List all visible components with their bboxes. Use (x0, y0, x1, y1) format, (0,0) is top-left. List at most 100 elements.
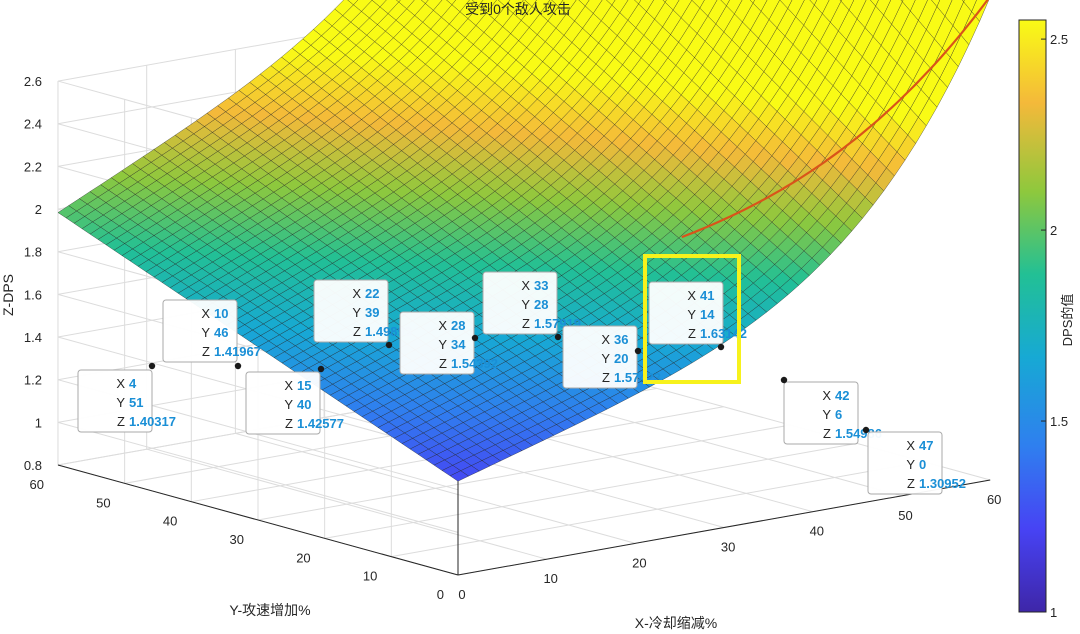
datatip-key: Z (602, 370, 610, 385)
datatip-value: 1.63142 (700, 326, 747, 341)
datatip-key: Z (285, 416, 293, 431)
datatip-key: Y (521, 297, 530, 312)
datatip-marker (780, 376, 788, 384)
datatip[interactable]: X 28 Y 34 Z 1.54392 (399, 311, 498, 375)
datatip-key: Z (439, 356, 447, 371)
datatip-key: Y (116, 395, 125, 410)
datatip-marker (148, 362, 156, 370)
y-tick-label: 10 (363, 569, 377, 584)
y-tick-label: 30 (230, 532, 244, 547)
datatip-marker (471, 334, 479, 342)
x-tick-label: 20 (632, 555, 646, 570)
datatip-key: Z (353, 324, 361, 339)
datatip[interactable]: X 33Y 28Z 1.57919 (482, 271, 581, 341)
datatip-value: 39 (365, 305, 379, 320)
y-tick-label: 20 (296, 550, 310, 565)
datatip-key: X (906, 438, 915, 453)
datatip-value: 1.42577 (297, 416, 344, 431)
y-tick-label: 0 (437, 587, 444, 602)
datatip-value: 28 (534, 297, 548, 312)
datatip-value: 47 (919, 438, 933, 453)
datatip-marker (862, 426, 870, 434)
datatip-value: 41 (700, 288, 714, 303)
x-tick-label: 0 (458, 587, 465, 602)
y-tick-label: 40 (163, 514, 177, 529)
datatip-value: 34 (451, 337, 466, 352)
colorbar-tick-label: 1.5 (1050, 414, 1068, 429)
datatip-value: 42 (835, 388, 849, 403)
datatip[interactable]: X 47 Y 0Z 1.30952 (862, 426, 966, 495)
datatip[interactable]: X 22Y 39Z 1.49893 (313, 279, 412, 349)
datatip[interactable]: X 15 Y 40 Z 1.42577 (245, 365, 344, 435)
ridge-line (681, 0, 989, 239)
colorbar-gradient (1018, 19, 1047, 613)
x-tick-label: 10 (543, 571, 557, 586)
datatip-key: Y (352, 305, 361, 320)
datatip[interactable]: X 10 Y 46 Z 1.41967 (162, 299, 261, 370)
datatip-key: Z (907, 476, 915, 491)
datatip-value: 0 (919, 457, 926, 472)
z-tick-label: 1.8 (24, 245, 42, 260)
colorbar-label: DPS的值 (1060, 294, 1075, 347)
datatip-value: 51 (129, 395, 143, 410)
datatip-key: X (201, 306, 210, 321)
datatip-value: 46 (214, 325, 228, 340)
datatip-key: Y (601, 351, 610, 366)
x-axis-label: X-冷却缩减% (635, 615, 717, 631)
datatip[interactable]: X 41 Y 14 Z 1.63142 (648, 281, 747, 351)
datatip-value: 40 (297, 397, 311, 412)
datatip-value: 10 (214, 306, 228, 321)
z-tick-label: 1.4 (24, 330, 42, 345)
datatip-key: X (438, 318, 447, 333)
surface-cell (395, 0, 401, 3)
z-tick-label: 2.2 (24, 159, 42, 174)
colorbar-tick-label: 1 (1050, 605, 1057, 620)
x-tick-label: 40 (810, 524, 824, 539)
datatip-value: 36 (614, 332, 628, 347)
y-tick-label: 60 (30, 477, 44, 492)
datatip-value: 20 (614, 351, 628, 366)
datatip-value: 33 (534, 278, 548, 293)
surface-cell (749, 0, 755, 4)
datatip-key: X (352, 286, 361, 301)
y-axis-label: Y-攻速增加% (229, 602, 310, 618)
datatip-key: Z (522, 316, 530, 331)
datatip-value: 1.54392 (451, 356, 498, 371)
z-tick-label: 2.6 (24, 74, 42, 89)
axis-ticks: 0.811.21.41.61.822.22.42.601020304050600… (24, 74, 1002, 602)
x-tick-label: 30 (721, 540, 735, 555)
datatip-value: 1.30952 (919, 476, 966, 491)
y-tick-label: 50 (96, 495, 110, 510)
z-axis-label: Z-DPS (0, 274, 16, 316)
datatip-value: 14 (700, 307, 715, 322)
datatip-key: Z (202, 344, 210, 359)
datatip-key: Y (201, 325, 210, 340)
datatip[interactable]: X 36Y 20Z 1.57423 (562, 325, 661, 389)
datatip-key: Z (117, 414, 125, 429)
datatip-marker (554, 333, 562, 341)
datatip-key: Y (906, 457, 915, 472)
datatip-marker (717, 343, 725, 351)
datatip[interactable]: X 42Y 6Z 1.54986 (780, 376, 882, 445)
datatip-key: Y (687, 307, 696, 322)
ridge-curve (681, 0, 989, 239)
datatip-key: Z (823, 426, 831, 441)
x-tick-label: 60 (987, 492, 1001, 507)
chart-title: 受到0个敌人攻击 (465, 1, 571, 17)
x-tick-label: 50 (898, 508, 912, 523)
z-tick-label: 2.4 (24, 117, 42, 132)
z-tick-label: 1.6 (24, 287, 42, 302)
surface-cell (420, 0, 429, 4)
datatip-key: Z (688, 326, 696, 341)
z-tick-label: 1.2 (24, 373, 42, 388)
datatip[interactable]: X 4Y 51 Z 1.40317 (77, 362, 176, 433)
z-tick-label: 0.8 (24, 458, 42, 473)
surface-cell (809, 0, 818, 6)
datatip-marker (385, 341, 393, 349)
z-tick-label: 2 (35, 202, 42, 217)
datatip-value: 1.40317 (129, 414, 176, 429)
datatip-value: 1.41967 (214, 344, 261, 359)
datatip-key: X (116, 376, 125, 391)
